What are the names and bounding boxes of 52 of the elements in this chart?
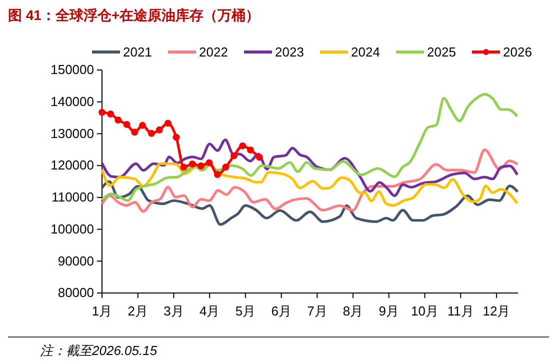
x-tick-label: 8月 [342,303,364,318]
y-tick-label: 110000 [52,190,94,205]
x-tick-label: 7月 [307,303,328,318]
point [206,159,213,166]
point [256,154,263,161]
point [123,120,130,128]
point [230,152,238,160]
x-tick-label: 3月 [164,303,184,318]
point [188,160,196,168]
text: 注：截至2026.05.15 [40,343,158,358]
x-tick-label: 1月 [92,303,112,318]
point [148,130,155,137]
x-tick-label: 11月 [447,303,474,318]
legend-label: 2025 [427,44,456,60]
x-tick-label: 2月 [128,303,148,318]
legend-label: 2026 [503,44,532,60]
point [172,134,180,141]
y-tick-label: 80000 [58,285,94,300]
point [131,128,138,136]
x-tick-label: 12月 [482,303,510,318]
y-tick-label: 90000 [58,253,94,268]
line-series [100,180,519,226]
y-tick-label: 100000 [50,221,94,236]
x-tick-label: 4月 [199,303,220,318]
x-tick-label: 5月 [235,303,256,318]
y-tick-label: 130000 [50,126,94,141]
legend-label: 2023 [275,44,304,60]
legend-label: 2024 [351,44,380,60]
point [98,108,106,116]
point [114,116,122,124]
point [239,142,246,150]
line-series [100,148,519,213]
legend-label: 2022 [199,44,228,60]
line-series [100,92,519,202]
point [246,146,254,154]
point [180,164,188,171]
point [107,110,114,118]
point [139,122,146,129]
line-series [100,138,519,198]
point [214,170,221,178]
y-tick-label: 120000 [50,158,94,173]
legend-label: 2021 [123,44,152,60]
point [156,126,163,134]
point [197,162,204,170]
chart-title: 图 41：全球浮仓+在途原油库存（万桶） [8,7,260,23]
x-tick-label: 10月 [411,303,438,318]
point [164,120,172,127]
x-tick-label: 9月 [378,303,400,318]
point [222,164,230,171]
y-tick-label: 140000 [50,94,94,110]
y-tick-label: 150000 [50,62,94,78]
x-tick-label: 6月 [271,303,292,318]
